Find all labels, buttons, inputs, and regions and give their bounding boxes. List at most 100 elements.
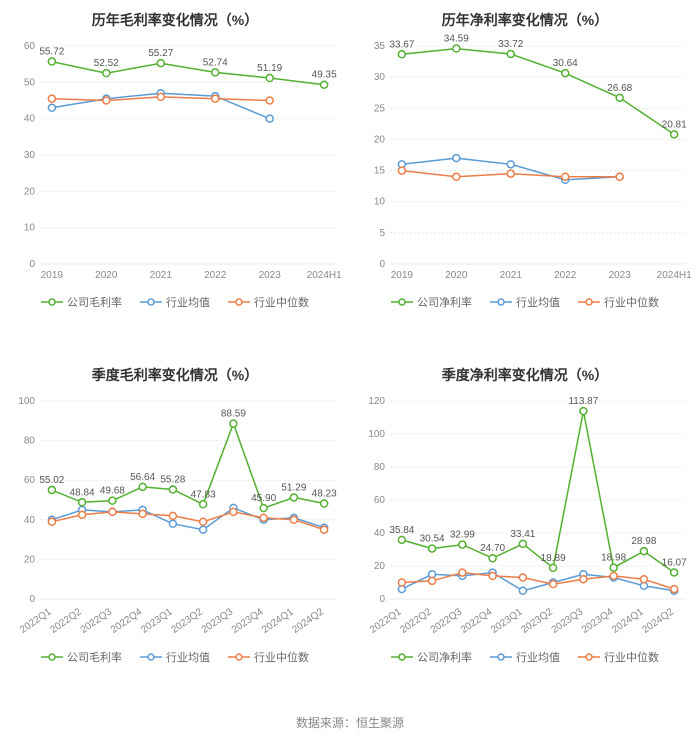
svg-text:51.29: 51.29 bbox=[281, 482, 306, 493]
svg-text:2024H1: 2024H1 bbox=[307, 270, 342, 281]
legend-label: 行业均值 bbox=[516, 294, 560, 310]
svg-text:60: 60 bbox=[24, 41, 36, 52]
svg-text:52.52: 52.52 bbox=[94, 58, 119, 69]
svg-text:2023Q1: 2023Q1 bbox=[139, 606, 175, 636]
svg-text:35.84: 35.84 bbox=[389, 525, 414, 536]
svg-text:40: 40 bbox=[374, 528, 386, 539]
svg-text:55.72: 55.72 bbox=[39, 47, 64, 58]
svg-text:33.72: 33.72 bbox=[498, 39, 523, 50]
legend-item-median: 行业中位数 bbox=[578, 649, 659, 665]
svg-text:2024Q1: 2024Q1 bbox=[610, 606, 646, 636]
svg-text:52.74: 52.74 bbox=[203, 57, 228, 68]
chart-plot-area: 0204060801001202022Q12022Q22022Q32022Q42… bbox=[356, 387, 694, 647]
svg-text:40: 40 bbox=[24, 515, 36, 526]
svg-text:20: 20 bbox=[24, 186, 36, 197]
svg-text:2024Q2: 2024Q2 bbox=[290, 606, 326, 636]
svg-text:30.54: 30.54 bbox=[420, 534, 445, 545]
svg-text:48.84: 48.84 bbox=[70, 487, 95, 498]
svg-text:88.59: 88.59 bbox=[221, 409, 246, 420]
svg-text:50: 50 bbox=[24, 77, 36, 88]
svg-text:2023Q2: 2023Q2 bbox=[519, 606, 555, 636]
svg-text:2023: 2023 bbox=[259, 270, 282, 281]
svg-text:20.81: 20.81 bbox=[662, 119, 687, 130]
svg-text:30: 30 bbox=[374, 72, 386, 83]
svg-text:2022Q2: 2022Q2 bbox=[48, 606, 84, 636]
svg-text:2021: 2021 bbox=[150, 270, 173, 281]
legend-label: 公司毛利率 bbox=[67, 649, 122, 665]
legend-label: 行业中位数 bbox=[254, 294, 309, 310]
svg-text:2023Q2: 2023Q2 bbox=[169, 606, 205, 636]
svg-text:2024H1: 2024H1 bbox=[657, 270, 692, 281]
svg-text:2021: 2021 bbox=[500, 270, 523, 281]
legend-item-company: 公司毛利率 bbox=[41, 294, 122, 310]
svg-text:0: 0 bbox=[29, 259, 35, 270]
svg-text:33.67: 33.67 bbox=[389, 39, 414, 50]
svg-text:80: 80 bbox=[374, 462, 386, 473]
chart-legend: 公司毛利率行业均值行业中位数 bbox=[6, 649, 344, 665]
svg-text:0: 0 bbox=[379, 594, 385, 605]
chart-plot-area: 0102030405060201920202021202220232024H15… bbox=[6, 32, 344, 292]
legend-label: 行业中位数 bbox=[604, 294, 659, 310]
legend-item-avg: 行业均值 bbox=[490, 649, 560, 665]
svg-text:2022Q3: 2022Q3 bbox=[79, 606, 115, 636]
chart-legend: 公司净利率 行业均值 行业中位数 bbox=[356, 294, 694, 310]
svg-text:2022Q1: 2022Q1 bbox=[368, 606, 404, 636]
chart-quarterly_net: 季度净利率变化情况（%）0204060801001202022Q12022Q22… bbox=[350, 355, 700, 710]
legend-label: 行业均值 bbox=[166, 649, 210, 665]
legend-label: 行业均值 bbox=[166, 294, 210, 310]
svg-text:2023Q1: 2023Q1 bbox=[489, 606, 525, 636]
svg-text:32.99: 32.99 bbox=[450, 530, 475, 541]
svg-text:2022: 2022 bbox=[554, 270, 577, 281]
svg-text:15: 15 bbox=[374, 166, 386, 177]
chart-title: 历年净利率变化情况（%） bbox=[356, 10, 694, 30]
legend-label: 行业均值 bbox=[516, 649, 560, 665]
svg-text:113.87: 113.87 bbox=[568, 396, 598, 407]
svg-text:2023Q4: 2023Q4 bbox=[230, 606, 266, 636]
svg-text:24.70: 24.70 bbox=[480, 543, 505, 554]
svg-text:20: 20 bbox=[24, 554, 36, 565]
svg-text:55.02: 55.02 bbox=[39, 475, 64, 486]
svg-text:2020: 2020 bbox=[445, 270, 468, 281]
legend-item-company: 公司净利率 bbox=[391, 649, 472, 665]
svg-text:48.23: 48.23 bbox=[312, 489, 337, 500]
svg-text:34.59: 34.59 bbox=[444, 34, 469, 45]
svg-text:2022Q4: 2022Q4 bbox=[109, 606, 145, 636]
svg-text:47.83: 47.83 bbox=[191, 489, 216, 500]
legend-item-company: 公司净利率 bbox=[391, 294, 472, 310]
legend-item-avg: 行业均值 bbox=[490, 294, 560, 310]
svg-text:45.90: 45.90 bbox=[251, 493, 276, 504]
svg-text:55.28: 55.28 bbox=[160, 475, 185, 486]
svg-text:2022Q1: 2022Q1 bbox=[18, 606, 54, 636]
svg-text:2019: 2019 bbox=[41, 270, 64, 281]
legend-label: 公司净利率 bbox=[417, 294, 472, 310]
svg-text:2022Q2: 2022Q2 bbox=[398, 606, 434, 636]
legend-item-company: 公司毛利率 bbox=[41, 649, 122, 665]
chart-grid: 历年毛利率变化情况（%）0102030405060201920202021202… bbox=[0, 0, 700, 710]
svg-text:0: 0 bbox=[29, 594, 35, 605]
svg-text:2019: 2019 bbox=[391, 270, 414, 281]
chart-legend: 公司净利率 行业均值 行业中位数 bbox=[356, 649, 694, 665]
chart-annual_gross: 历年毛利率变化情况（%）0102030405060201920202021202… bbox=[0, 0, 350, 355]
chart-plot-area: 05101520253035201920202021202220232024H1… bbox=[356, 32, 694, 292]
svg-text:2023: 2023 bbox=[609, 270, 632, 281]
svg-text:2022Q3: 2022Q3 bbox=[429, 606, 465, 636]
chart-title: 季度毛利率变化情况（%） bbox=[6, 365, 344, 385]
svg-text:2022: 2022 bbox=[204, 270, 227, 281]
chart-quarterly_gross: 季度毛利率变化情况（%）0204060801002022Q12022Q22022… bbox=[0, 355, 350, 710]
chart-title: 季度净利率变化情况（%） bbox=[356, 365, 694, 385]
svg-text:25: 25 bbox=[374, 103, 386, 114]
svg-text:51.19: 51.19 bbox=[257, 63, 282, 74]
chart-title: 历年毛利率变化情况（%） bbox=[6, 10, 344, 30]
svg-text:10: 10 bbox=[24, 223, 36, 234]
svg-text:20: 20 bbox=[374, 134, 386, 145]
svg-text:2023Q4: 2023Q4 bbox=[580, 606, 616, 636]
svg-text:100: 100 bbox=[368, 429, 385, 440]
svg-text:80: 80 bbox=[24, 436, 36, 447]
svg-text:49.35: 49.35 bbox=[312, 70, 337, 81]
legend-item-avg: 行业均值 bbox=[140, 294, 210, 310]
chart-legend: 公司毛利率 行业均值 行业中位数 bbox=[6, 294, 344, 310]
svg-text:30: 30 bbox=[24, 150, 36, 161]
svg-text:49.68: 49.68 bbox=[100, 486, 125, 497]
legend-item-median: 行业中位数 bbox=[228, 294, 309, 310]
svg-text:2020: 2020 bbox=[95, 270, 118, 281]
